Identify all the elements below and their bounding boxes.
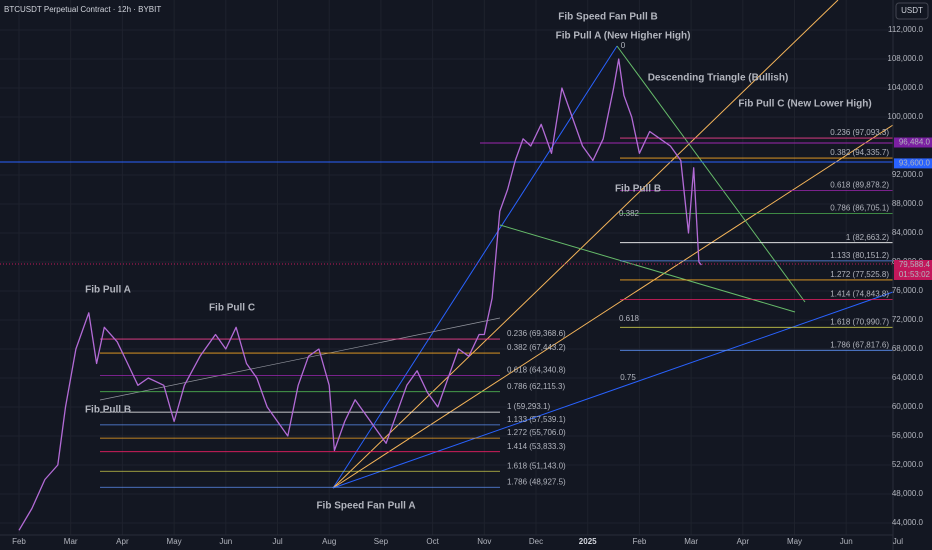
triangle-line <box>616 45 806 303</box>
fib-label: 1.786 (48,927.5) <box>507 477 566 486</box>
x-tick-label: Aug <box>322 537 336 546</box>
x-tick-label: Mar <box>64 537 78 546</box>
fib-label: 0.618 (89,878.2) <box>830 180 889 189</box>
fib-label: 1.618 (51,143.0) <box>507 461 566 470</box>
annotation: 0.75 <box>620 373 636 382</box>
fan-line <box>332 124 894 489</box>
y-tick-label: 72,000.0 <box>892 315 924 324</box>
price-marker <box>894 158 932 169</box>
fib-label: 1.272 (55,706.0) <box>507 428 566 437</box>
x-tick-label: Mar <box>684 537 698 546</box>
annotation: 0.618 <box>619 314 640 323</box>
y-tick-label: 76,000.0 <box>892 286 924 295</box>
x-tick-label: May <box>787 537 802 546</box>
price-marker <box>894 259 932 270</box>
y-tick-label: 64,000.0 <box>892 373 924 382</box>
countdown-box <box>894 269 932 280</box>
fib-label: 0.382 (67,443.2) <box>507 343 566 352</box>
countdown: 01:53:02 <box>899 270 931 279</box>
trend-line <box>99 317 501 401</box>
currency-label[interactable]: USDT <box>901 6 923 15</box>
x-tick-label: Jun <box>219 537 232 546</box>
fib-label: 0.236 (69,368.6) <box>507 329 566 338</box>
x-tick-label: Nov <box>477 537 491 546</box>
fib-label: 1.133 (57,539.1) <box>507 415 566 424</box>
fan-line <box>332 291 894 489</box>
y-tick-label: 108,000.0 <box>887 54 923 63</box>
axes: 44,000.0 48,000.0 52,000.0 56,000.0 60,000.0… <box>12 25 932 546</box>
price-marker-label: 96,484.0 <box>899 138 931 147</box>
price-marker-label: 79,588.4 <box>899 260 931 269</box>
annotation: 0 <box>621 41 626 50</box>
fib-label: 1.786 (67,817.6) <box>830 340 889 349</box>
fib-label: 0.236 (97,093.3) <box>830 128 889 137</box>
y-tick-label: 100,000.0 <box>887 112 923 121</box>
annotation: Fib Pull B <box>615 184 661 195</box>
triangle-line <box>499 224 796 313</box>
fib-label: 1 (82,663.2) <box>846 233 889 242</box>
fib-label: 1.414 (53,833.3) <box>507 442 566 451</box>
x-tick-label: Jul <box>893 537 903 546</box>
price-line <box>18 58 702 531</box>
x-tick-label: Feb <box>12 537 26 546</box>
x-tick-label: Apr <box>737 537 750 546</box>
x-tick-label: Dec <box>529 537 543 546</box>
fan-line <box>332 0 839 489</box>
fib-label: 1 (59,293.1) <box>507 402 550 411</box>
x-tick-label: 2025 <box>579 537 597 546</box>
fib-label: 0.786 (62,115.3) <box>507 382 565 391</box>
annotation: Fib Pull A (New Higher High) <box>556 31 691 42</box>
fib-label: 1.414 (74,843.8) <box>830 289 889 298</box>
x-tick-label: Oct <box>426 537 439 546</box>
annotation: 0.382 <box>619 209 640 218</box>
fib-label: 0.382 (94,335.7) <box>830 148 889 157</box>
annotation: Descending Triangle (Bullish) <box>648 73 789 84</box>
fib-label: 1.272 (77,525.8) <box>830 270 889 279</box>
x-tick-label: Sep <box>374 537 389 546</box>
x-tick-label: Apr <box>116 537 129 546</box>
currency-button[interactable] <box>895 2 929 20</box>
y-tick-label: 56,000.0 <box>892 431 924 440</box>
x-tick-label: Jul <box>272 537 282 546</box>
y-tick-label: 84,000.0 <box>892 228 924 237</box>
y-tick-label: 44,000.0 <box>892 518 924 527</box>
price-marker-label: 93,600.0 <box>899 159 931 168</box>
annotation: Fib Speed Fan Pull A <box>316 501 415 512</box>
fan-line <box>332 45 618 489</box>
y-tick-label: 60,000.0 <box>892 402 924 411</box>
x-tick-label: Feb <box>633 537 647 546</box>
y-tick-label: 92,000.0 <box>892 170 924 179</box>
annotation: Fib Pull C (New Lower High) <box>738 99 871 110</box>
y-tick-label: 112,000.0 <box>888 25 924 34</box>
annotation: Fib Pull C <box>209 303 255 314</box>
y-tick-label: 52,000.0 <box>892 460 924 469</box>
annotation: Fib Pull B <box>85 405 131 416</box>
drawings <box>0 0 894 489</box>
fib-label: 0.786 (86,705.1) <box>830 203 889 212</box>
fib-label: 1.133 (80,151.2) <box>830 251 889 260</box>
y-tick-label: 88,000.0 <box>892 199 924 208</box>
y-tick-label: 68,000.0 <box>892 344 924 353</box>
annotation: Fib Pull A <box>85 285 131 296</box>
price-marker <box>894 137 932 148</box>
fib-label: 0.618 (64,340.8) <box>507 366 566 375</box>
y-tick-label: 104,000.0 <box>887 83 923 92</box>
chart-title: BTCUSDT Perpetual Contract · 12h · BYBIT <box>4 5 161 14</box>
x-tick-label: Jun <box>840 537 853 546</box>
plot: 0.236 (69,368.6) 0.382 (67,443.2) 0.618 (6… <box>18 12 893 531</box>
annotation: Fib Speed Fan Pull B <box>558 12 657 23</box>
x-tick-label: May <box>167 537 182 546</box>
fib-label: 1.618 (70,990.7) <box>830 317 889 326</box>
y-tick-label: 48,000.0 <box>892 489 924 498</box>
